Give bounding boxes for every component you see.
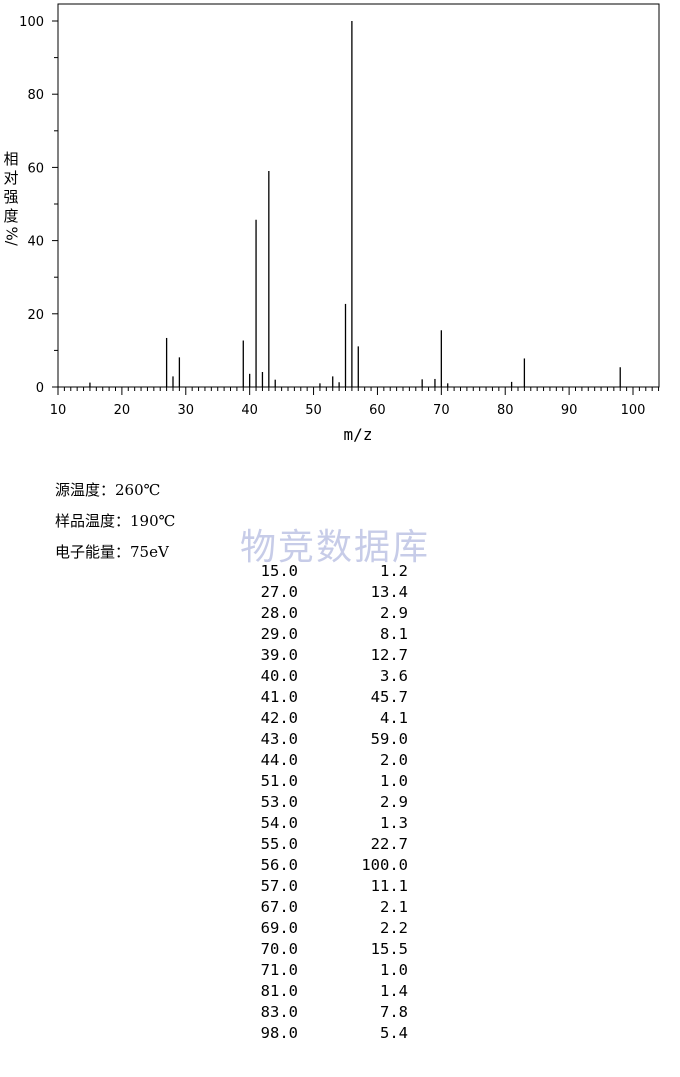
peak-table-row: 27.0 13.4 <box>230 582 430 603</box>
peak-mz: 41.0 <box>260 688 298 706</box>
peak-table-row: 39.0 12.7 <box>230 645 430 666</box>
y-axis-label: 相 对 强 度 %/ <box>2 150 21 246</box>
peak-mz: 83.0 <box>260 1003 298 1021</box>
peak-mz: 51.0 <box>260 772 298 790</box>
peak-abundance: 5.4 <box>380 1024 408 1042</box>
y-axis-label-char: 度 <box>3 207 19 225</box>
x-tick-label: 90 <box>561 403 578 418</box>
peak-table-row: 15.0 1.2 <box>230 561 430 582</box>
peak-mz: 71.0 <box>260 961 298 979</box>
peak-abundance: 3.6 <box>380 667 408 685</box>
peak-mz: 56.0 <box>260 856 298 874</box>
peak-abundance: 1.2 <box>380 562 408 580</box>
peak-table-row: 41.0 45.7 <box>230 687 430 708</box>
peak-abundance: 1.3 <box>380 814 408 832</box>
peak-abundance: 2.2 <box>380 919 408 937</box>
peak-table-row: 56.0 100.0 <box>230 855 430 876</box>
peak-table-row: 43.0 59.0 <box>230 729 430 750</box>
y-axis-label-unit: %/ <box>2 226 21 246</box>
peak-abundance: 1.0 <box>380 772 408 790</box>
peak-table-row: 98.0 5.4 <box>230 1023 430 1044</box>
peak-mz: 28.0 <box>260 604 298 622</box>
peak-abundance: 100.0 <box>361 856 408 874</box>
x-axis-label: m/z <box>344 425 373 444</box>
peak-table-row: 40.0 3.6 <box>230 666 430 687</box>
peak-table-row: 51.0 1.0 <box>230 771 430 792</box>
peak-mz: 55.0 <box>260 835 298 853</box>
y-tick-label: 40 <box>27 235 44 250</box>
peak-mz: 39.0 <box>260 646 298 664</box>
peak-mz: 29.0 <box>260 625 298 643</box>
peak-mz: 98.0 <box>260 1024 298 1042</box>
peak-abundance: 13.4 <box>370 583 408 601</box>
peak-abundance: 2.9 <box>380 604 408 622</box>
sample-temperature: 样品温度：190℃ <box>55 512 176 530</box>
peak-mz: 27.0 <box>260 583 298 601</box>
x-tick-label: 80 <box>497 403 514 418</box>
peak-table-row: 57.0 11.1 <box>230 876 430 897</box>
y-tick-label: 0 <box>36 381 44 396</box>
y-tick-label: 80 <box>27 88 44 103</box>
peak-table-row: 83.0 7.8 <box>230 1002 430 1023</box>
peak-mz: 69.0 <box>260 919 298 937</box>
peak-mz: 42.0 <box>260 709 298 727</box>
mass-spectrum-chart: 0 20 40 60 80 100 10 20 30 40 50 60 70 80 90 100 m/z <box>19 3 660 444</box>
peak-abundance: 1.0 <box>380 961 408 979</box>
peak-abundance: 11.1 <box>370 877 408 895</box>
peak-mz: 53.0 <box>260 793 298 811</box>
peak-mz: 70.0 <box>260 940 298 958</box>
peak-mz: 81.0 <box>260 982 298 1000</box>
peak-table-row: 69.0 2.2 <box>230 918 430 939</box>
peak-table-row: 70.0 15.5 <box>230 939 430 960</box>
peak-abundance: 2.9 <box>380 793 408 811</box>
peak-table-row: 29.0 8.1 <box>230 624 430 645</box>
source-temperature: 源温度：260℃ <box>55 481 161 499</box>
peak-mz: 57.0 <box>260 877 298 895</box>
x-tick-label: 60 <box>369 403 386 418</box>
x-tick-label: 30 <box>178 403 195 418</box>
peak-table-row: 71.0 1.0 <box>230 960 430 981</box>
peak-table-row: 42.0 4.1 <box>230 708 430 729</box>
y-tick-label: 60 <box>27 161 44 176</box>
y-tick-label: 20 <box>27 308 44 323</box>
peak-mz: 44.0 <box>260 751 298 769</box>
x-tick-label: 40 <box>241 403 258 418</box>
peak-abundance: 59.0 <box>370 730 408 748</box>
x-tick-label: 10 <box>50 403 67 418</box>
peak-table-row: 28.0 2.9 <box>230 603 430 624</box>
y-axis-label-char: 强 <box>3 188 19 206</box>
peak-abundance: 2.1 <box>380 898 408 916</box>
x-tick-label: 50 <box>305 403 322 418</box>
peak-abundance: 1.4 <box>380 982 408 1000</box>
peak-abundance: 7.8 <box>380 1003 408 1021</box>
peak-abundance: 15.5 <box>370 940 408 958</box>
peak-mz: 40.0 <box>260 667 298 685</box>
y-axis-label-char: 相 <box>3 150 19 168</box>
y-tick-label: 100 <box>19 15 44 30</box>
plot-frame <box>57 3 660 388</box>
x-tick-label: 70 <box>433 403 450 418</box>
x-tick-label: 20 <box>114 403 131 418</box>
y-axis-label-char: 对 <box>3 169 19 187</box>
electron-energy: 电子能量：75eV <box>55 543 169 561</box>
peak-mz: 43.0 <box>260 730 298 748</box>
peak-table-row: 81.0 1.4 <box>230 981 430 1002</box>
peak-abundance: 4.1 <box>380 709 408 727</box>
peak-table-row: 53.0 2.9 <box>230 792 430 813</box>
x-tick-label: 100 <box>621 403 646 418</box>
peak-abundance: 12.7 <box>370 646 408 664</box>
peak-table-row: 44.0 2.0 <box>230 750 430 771</box>
watermark: 物竞数据库 <box>240 527 431 568</box>
peak-mz: 67.0 <box>260 898 298 916</box>
peak-abundance: 2.0 <box>380 751 408 769</box>
peak-abundance: 45.7 <box>370 688 408 706</box>
peak-table-row: 55.0 22.7 <box>230 834 430 855</box>
peak-table: 15.0 1.2 27.0 13.4 28.0 2.9 29.0 8.1 39.0 12.7 40.… <box>230 561 430 1044</box>
peak-abundance: 22.7 <box>370 835 408 853</box>
peak-abundance: 8.1 <box>380 625 408 643</box>
peak-mz: 54.0 <box>260 814 298 832</box>
peak-table-row: 54.0 1.3 <box>230 813 430 834</box>
peak-table-row: 67.0 2.1 <box>230 897 430 918</box>
peak-mz: 15.0 <box>260 562 298 580</box>
